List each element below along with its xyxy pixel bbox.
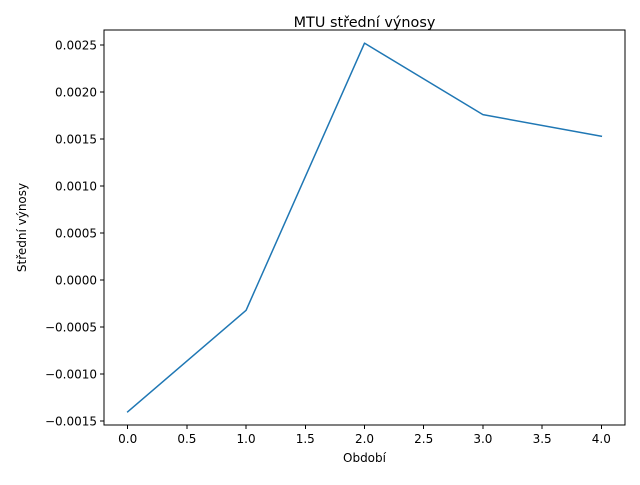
x-tick-label: 0.5	[177, 432, 196, 446]
y-tick-label: 0.0000	[55, 273, 97, 287]
x-tick-label: 2.0	[355, 432, 374, 446]
y-tick-label: 0.0025	[55, 38, 97, 52]
y-tick-label: 0.0015	[55, 132, 97, 146]
y-tick-label: −0.0015	[45, 415, 97, 429]
x-axis: 0.0 0.5 1.0 1.5 2.0 2.5 3.0 3.5 4.0	[118, 425, 611, 446]
plot-area	[126, 42, 603, 413]
x-axis-label: Období	[343, 451, 387, 465]
x-tick-label: 1.5	[296, 432, 315, 446]
x-tick-label: 4.0	[592, 432, 611, 446]
y-tick-label: 0.0020	[55, 85, 97, 99]
x-tick-label: 2.5	[414, 432, 433, 446]
y-tick-label: 0.0005	[55, 226, 97, 240]
series-line	[126, 42, 603, 413]
x-tick-label: 1.0	[237, 432, 256, 446]
y-tick-label: −0.0005	[45, 320, 97, 334]
y-axis-label: Střední výnosy	[15, 183, 29, 272]
axes-frame	[103, 29, 626, 426]
x-tick-label: 0.0	[118, 432, 137, 446]
y-tick-label: −0.0010	[45, 368, 97, 382]
y-tick-label: 0.0010	[55, 179, 97, 193]
x-tick-label: 3.5	[533, 432, 552, 446]
chart-title: MTU střední výnosy	[294, 15, 436, 31]
x-tick-label: 3.0	[473, 432, 492, 446]
y-axis: −0.0015 −0.0010 −0.0005 0.0000 0.0005 0.0010 0…	[45, 38, 104, 429]
